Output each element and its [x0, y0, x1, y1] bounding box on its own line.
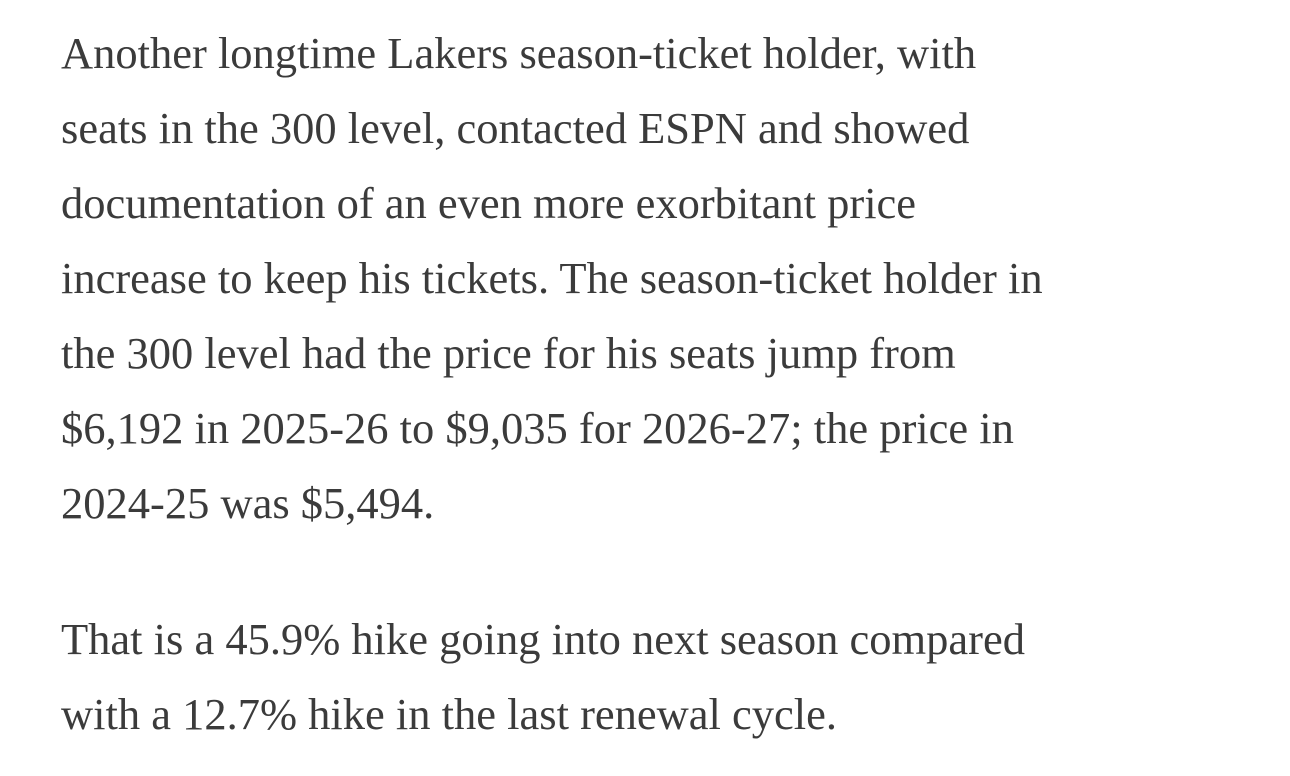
paragraph-price-hike-comparison: That is a 45.9% hike going into next sea… — [61, 614, 1025, 739]
article-body: Another longtime Lakers season-ticket ho… — [61, 16, 1261, 752]
paragraph-season-ticket-price: Another longtime Lakers season-ticket ho… — [61, 28, 1043, 528]
